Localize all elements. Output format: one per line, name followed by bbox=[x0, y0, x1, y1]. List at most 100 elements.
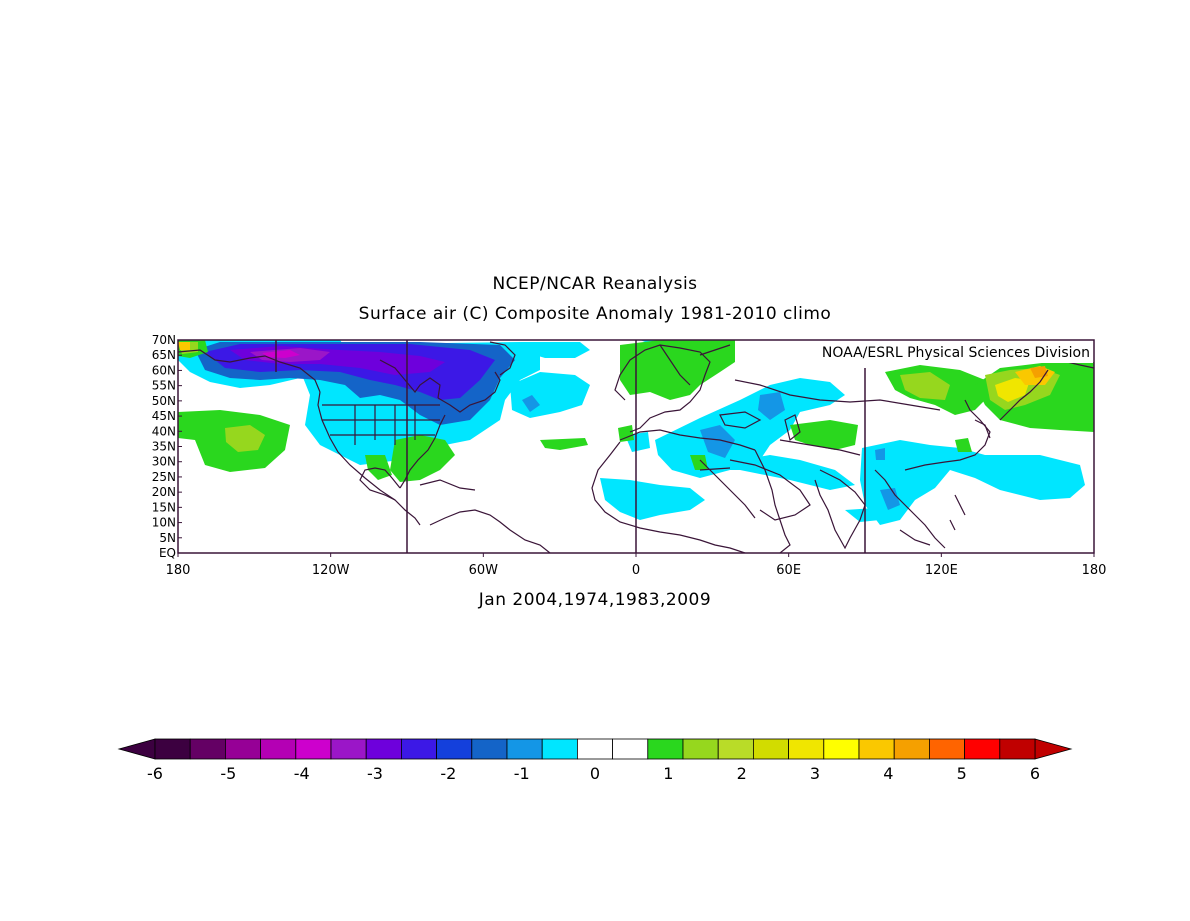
anomaly-region-magenta-core bbox=[262, 350, 300, 358]
coast-philippines bbox=[949, 494, 966, 531]
anomaly-region-yellow-east-asia bbox=[995, 378, 1030, 402]
anomaly-region-lime-pacific bbox=[225, 425, 265, 452]
coast-hudson bbox=[379, 359, 441, 399]
anomaly-region-yellow-alaska bbox=[178, 342, 190, 350]
colorbar-swatch bbox=[929, 738, 966, 760]
anomaly-region-deep-orange-east-asia bbox=[1030, 366, 1048, 378]
lat-tick-label: 60N bbox=[152, 363, 176, 377]
anomaly-region-blue-china bbox=[875, 448, 885, 460]
lat-tick-label: 65N bbox=[152, 348, 176, 362]
meridian-lines bbox=[275, 340, 866, 553]
anomaly-region-cyan-asia bbox=[860, 440, 1085, 525]
anomaly-region-blue-europe bbox=[758, 392, 785, 420]
colorbar-over-arrow bbox=[1034, 738, 1073, 760]
anomaly-shading bbox=[178, 340, 1094, 525]
lat-tick-label: 15N bbox=[152, 500, 176, 514]
longitude-axis: 180 120W 60W 0 60E 120E 180 bbox=[166, 553, 1107, 578]
coast-us-east bbox=[399, 414, 446, 489]
lat-tick-label: 40N bbox=[152, 424, 176, 438]
colorbar-tick-label: 2 bbox=[737, 764, 747, 783]
colorbar-swatch bbox=[189, 738, 226, 760]
anomaly-region-green-east-china bbox=[955, 438, 972, 452]
coast-gulf bbox=[359, 467, 401, 501]
lon-tick-label: 60E bbox=[776, 563, 801, 578]
lon-tick-label: 60W bbox=[469, 563, 499, 578]
credit-box bbox=[735, 341, 1093, 363]
anomaly-region-green-iberia bbox=[618, 425, 634, 442]
anomaly-region-blue-asia bbox=[880, 488, 900, 510]
colorbar-swatch bbox=[788, 738, 825, 760]
colorbar-under-arrow bbox=[117, 738, 156, 760]
us-state-borders bbox=[322, 404, 440, 445]
colorbar-swatch bbox=[823, 738, 860, 760]
colorbar-tick-label: -6 bbox=[147, 764, 163, 783]
anomaly-region-cyan-top bbox=[520, 342, 590, 358]
lon-tick-label: 120W bbox=[312, 563, 350, 578]
lat-tick-label: 20N bbox=[152, 485, 176, 499]
colorbar-swatch bbox=[471, 738, 508, 760]
colorbar-tick-label: -4 bbox=[294, 764, 310, 783]
colorbar-tick-label: 1 bbox=[663, 764, 673, 783]
colorbar-swatch bbox=[753, 738, 790, 760]
colorbar-swatch bbox=[541, 738, 578, 760]
coast-southeast-asia bbox=[874, 469, 946, 549]
lat-tick-label: EQ bbox=[159, 546, 176, 560]
anomaly-region-cyan-africa bbox=[600, 478, 705, 520]
coast-mediterranean bbox=[619, 429, 756, 451]
anomaly-region-blue-mideast bbox=[700, 425, 735, 458]
coast-africa-east bbox=[754, 449, 791, 553]
lon-tick-label: 0 bbox=[632, 563, 640, 578]
colorbar-tick-label: -2 bbox=[440, 764, 456, 783]
anomaly-region-green-central-asia bbox=[790, 420, 858, 450]
lon-tick-label: 180 bbox=[1082, 563, 1107, 578]
coast-india bbox=[814, 469, 866, 550]
colorbar-swatch bbox=[330, 738, 367, 760]
colorbar-swatch bbox=[682, 738, 719, 760]
colorbar-swatch bbox=[295, 738, 332, 760]
coast-scandinavia bbox=[659, 344, 731, 386]
lat-tick-label: 55N bbox=[152, 379, 176, 393]
colorbar-tick-label: -5 bbox=[220, 764, 236, 783]
colorbar-swatch bbox=[647, 738, 684, 760]
coast-caribbean bbox=[419, 479, 476, 491]
coast-south-america bbox=[429, 509, 551, 553]
anomaly-region-green-arabia bbox=[690, 455, 708, 470]
lat-tick-label: 50N bbox=[152, 394, 176, 408]
colorbar-swatch bbox=[224, 738, 261, 760]
coast-na-east bbox=[437, 371, 501, 413]
coast-asia-borders bbox=[699, 379, 941, 471]
coast-caspian-black bbox=[719, 411, 801, 442]
coast-korea-japan bbox=[974, 369, 1049, 439]
coast-arabia bbox=[729, 459, 811, 521]
colorbar-tick-label: 0 bbox=[590, 764, 600, 783]
coast-red-sea bbox=[699, 459, 756, 519]
anomaly-region-lime-siberia bbox=[900, 372, 950, 400]
chart-footer: Jan 2004,1974,1983,2009 bbox=[478, 590, 712, 610]
colorbar-swatch bbox=[858, 738, 895, 760]
lat-tick-label: 5N bbox=[159, 531, 176, 545]
lon-tick-label: 120E bbox=[925, 563, 958, 578]
chart-subtitle: Surface air (C) Composite Anomaly 1981-2… bbox=[358, 304, 832, 324]
colorbar-swatch bbox=[717, 738, 754, 760]
colorbar-tick-label: 4 bbox=[883, 764, 893, 783]
coast-alaska bbox=[178, 349, 321, 393]
lat-tick-label: 25N bbox=[152, 470, 176, 484]
credit-text: NOAA/ESRL Physical Sciences Division bbox=[822, 345, 1090, 361]
colorbar-swatch bbox=[436, 738, 473, 760]
colorbar-swatch bbox=[506, 738, 543, 760]
anomaly-region-blue-atlantic bbox=[522, 395, 540, 412]
colorbar-swatch bbox=[260, 738, 297, 760]
colorbar-swatch bbox=[154, 738, 191, 760]
anomaly-region-cyan-mideast bbox=[680, 455, 855, 490]
colorbar-tick-label: 5 bbox=[957, 764, 967, 783]
anomaly-region-cyan-indochina bbox=[845, 508, 880, 522]
coast-europe bbox=[614, 344, 711, 433]
anomaly-region-green-mexico bbox=[365, 455, 392, 480]
coast-africa bbox=[591, 441, 746, 553]
colorbar-tick-label: 3 bbox=[810, 764, 820, 783]
coast-china bbox=[904, 399, 991, 471]
colorbar-swatch bbox=[964, 738, 1001, 760]
coast-greenland bbox=[489, 341, 516, 376]
